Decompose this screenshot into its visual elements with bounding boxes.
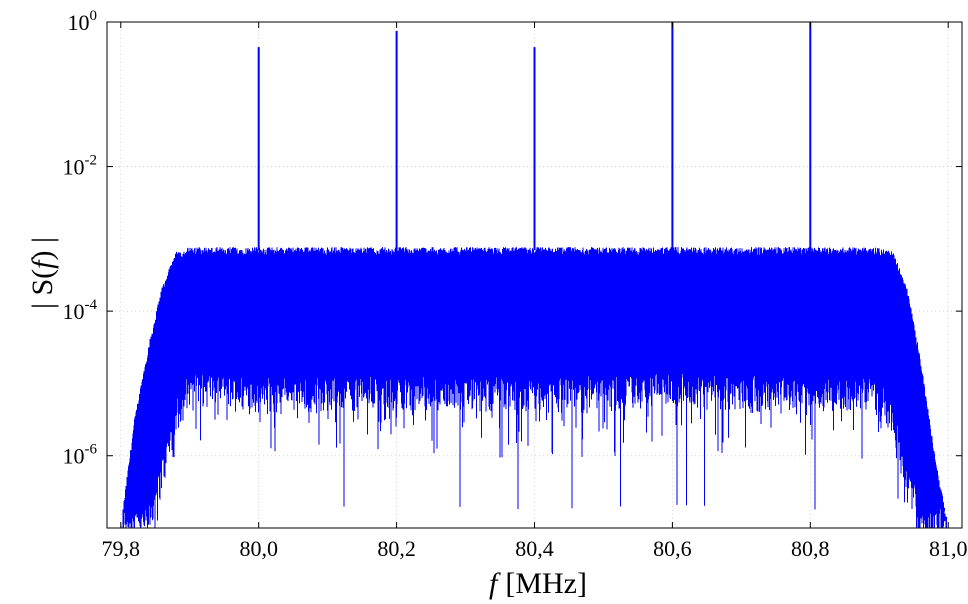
y-tick-label: 10-6 — [63, 442, 98, 469]
x-axis-label: f [MHz] — [489, 567, 587, 600]
y-tick-label: 10-4 — [63, 297, 98, 324]
x-tick-label: 80,8 — [791, 536, 830, 561]
x-tick-label: 80,2 — [377, 536, 416, 561]
x-tick-label: 79,8 — [102, 536, 141, 561]
x-tick-label: 80,6 — [653, 536, 692, 561]
carrier-spikes — [257, 22, 812, 251]
y-axis-label: | S(f) | — [26, 237, 59, 309]
axis-ticks: 79,8 80,0 80,2 80,4 80,6 80,8 81,0 100 10-2 10-4 1… — [63, 8, 968, 561]
y-tick-label: 10-2 — [63, 153, 98, 180]
y-tick-label: 100 — [68, 8, 98, 35]
x-tick-label: 81,0 — [929, 536, 968, 561]
x-tick-label: 80,4 — [515, 536, 554, 561]
x-tick-label: 80,0 — [239, 536, 278, 561]
